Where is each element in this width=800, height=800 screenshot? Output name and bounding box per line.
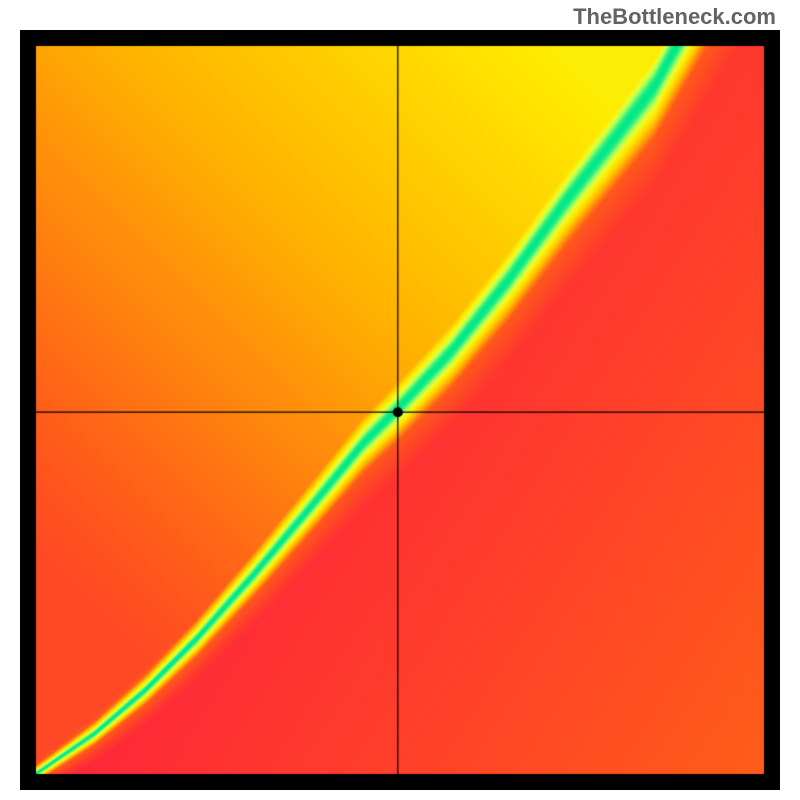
heatmap-chart: [20, 30, 780, 790]
watermark-text: TheBottleneck.com: [573, 4, 776, 30]
